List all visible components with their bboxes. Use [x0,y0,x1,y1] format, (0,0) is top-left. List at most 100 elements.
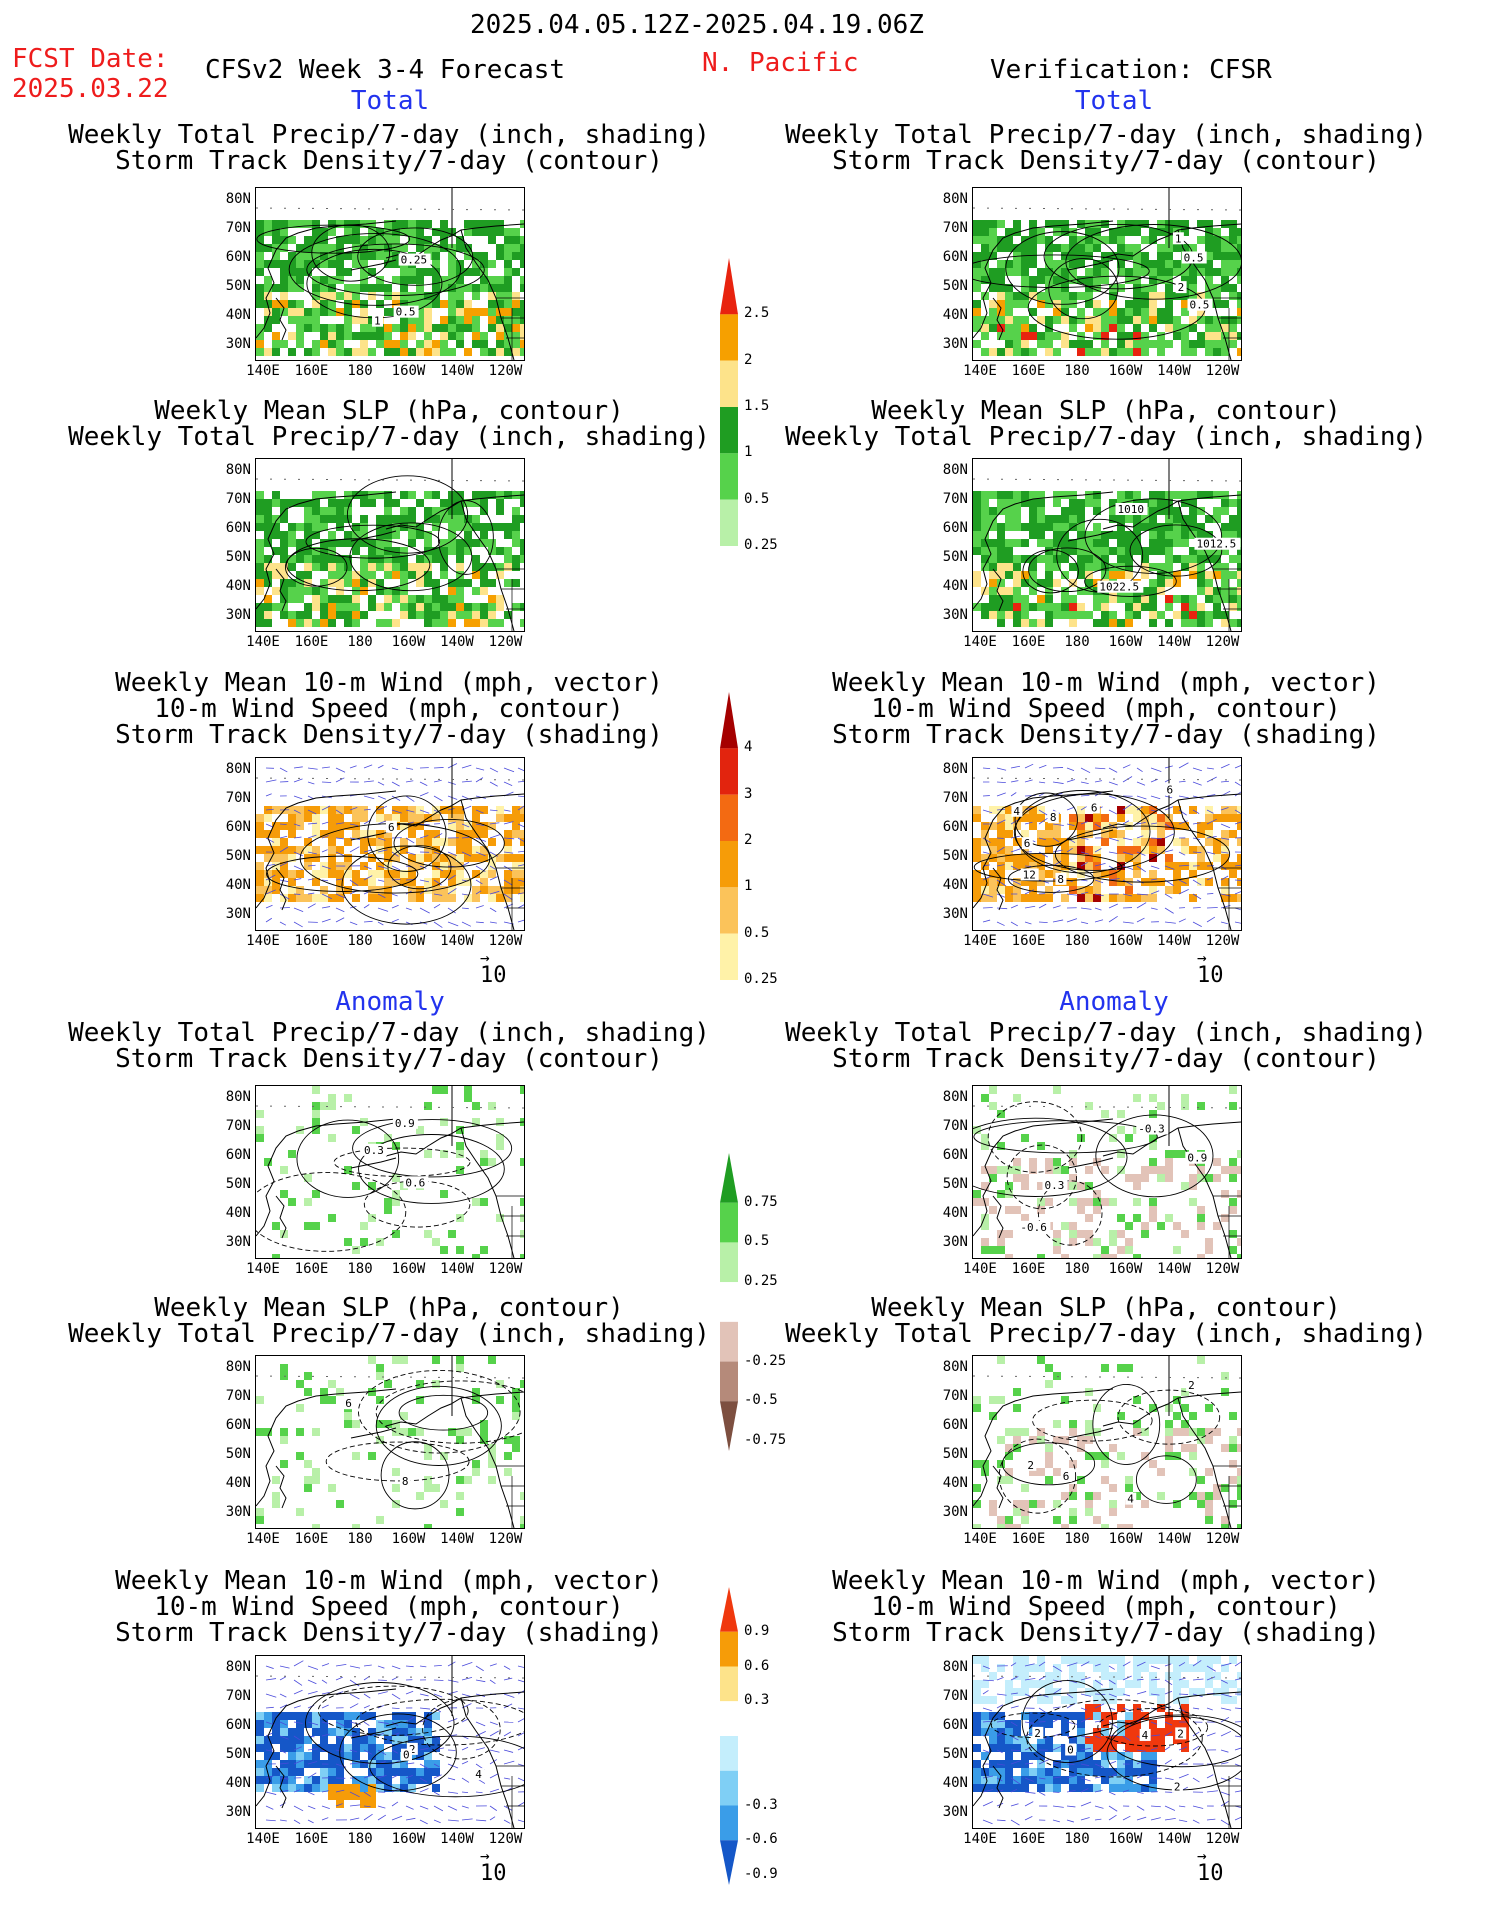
shade-cell [368,854,376,862]
shade-cell [1237,300,1241,308]
shade-cell [408,1752,416,1760]
shade-cell [256,1712,264,1720]
shade-cell [1173,507,1181,515]
shade-cell [272,499,280,507]
shade-cell [296,1712,304,1720]
shade-cell [256,1516,264,1524]
shade-cell [360,814,368,822]
shade-cell [1013,340,1021,348]
wind-vector [1206,851,1216,855]
wind-vector [1206,818,1217,825]
wind-vector [321,1663,330,1667]
shade-cell [1213,515,1221,523]
shade-cell [392,1230,400,1238]
shade-cell [408,1712,416,1720]
p3-lat-tick: 80N [225,462,251,478]
shade-cell [496,619,504,627]
shade-cell [296,619,304,627]
shade-cell [456,1428,464,1436]
wind-vector [265,917,273,923]
contour-line [375,1380,524,1444]
shade-cell [432,1356,440,1364]
shade-cell [328,595,336,603]
wind-vector [517,1763,524,1767]
shade-cell [472,611,480,619]
shade-cell [1165,292,1173,300]
p5-lat-tick: 60N [225,819,251,835]
shade-cell [1125,1484,1133,1492]
shade-cell [1165,252,1173,260]
shade-cell [1197,1436,1205,1444]
wind-vector [489,1816,496,1821]
wind-vector [503,781,513,786]
shade-cell [1237,332,1241,340]
shade-cell [1173,555,1181,563]
shade-cell [1213,228,1221,236]
shade-cell [464,523,472,531]
wind-vector [475,1819,487,1822]
shade-cell [1205,1238,1213,1246]
contour-line [1014,790,1151,874]
shade-cell [384,854,392,862]
shade-cell [440,1246,448,1254]
p7-map-svg: 0.90.60.3 [256,1086,524,1258]
shade-cell [1005,332,1013,340]
shade-cell [1197,1476,1205,1484]
shade-cell [1205,611,1213,619]
shade-cell [989,1696,997,1704]
shade-cell [336,603,344,611]
shade-cell [1205,332,1213,340]
wind-vector [447,1734,458,1737]
shade-cell [304,611,312,619]
shade-cell [448,523,456,531]
p5-lat-tick: 40N [225,877,251,893]
wind-vector [391,781,400,787]
shade-cell [256,830,264,838]
colorbar-segment [720,841,738,888]
shade-cell [1061,340,1069,348]
shade-cell [1053,539,1061,547]
shade-cell [464,854,472,862]
contour-line [1006,1144,1078,1210]
wind-vector [1234,864,1241,867]
shade-cell [392,252,400,260]
shade-cell [1229,523,1237,531]
wind-vector [1234,907,1241,911]
p6-lon-tick: 140W [1157,933,1191,949]
shade-cell [1229,619,1237,627]
shade-cell [981,1776,989,1784]
shade-cell [520,806,524,814]
shade-cell [1229,236,1237,244]
wind-vector [475,1721,486,1727]
shade-cell [1085,854,1093,862]
shade-cell [1005,292,1013,300]
contour-line [1084,565,1177,597]
shade-cell [336,579,344,587]
shade-cell [400,1768,408,1776]
shade-cell [424,603,432,611]
shade-cell [280,1712,288,1720]
shade-cell [1021,1484,1029,1492]
shade-cell [973,220,981,228]
shade-cell [352,894,360,902]
shade-cell [504,894,512,902]
shade-cell [989,316,997,324]
shade-cell [352,300,360,308]
shade-cell [440,220,448,228]
shade-cell [400,284,408,292]
shade-cell [1013,332,1021,340]
shade-cell [1221,316,1229,324]
contour-label-bg [1139,1728,1151,1741]
shade-cell [1197,611,1205,619]
shade-cell [280,308,288,316]
shade-cell [1109,499,1117,507]
shade-cell [328,1102,336,1110]
wind-vector [475,921,484,924]
shade-cell [344,886,352,894]
shade-cell [1229,252,1237,260]
shade-cell [400,292,408,300]
shade-cell [488,324,496,332]
shade-cell [1237,507,1241,515]
p7-lat-tick: 40N [225,1205,251,1221]
shade-cell [1165,284,1173,292]
